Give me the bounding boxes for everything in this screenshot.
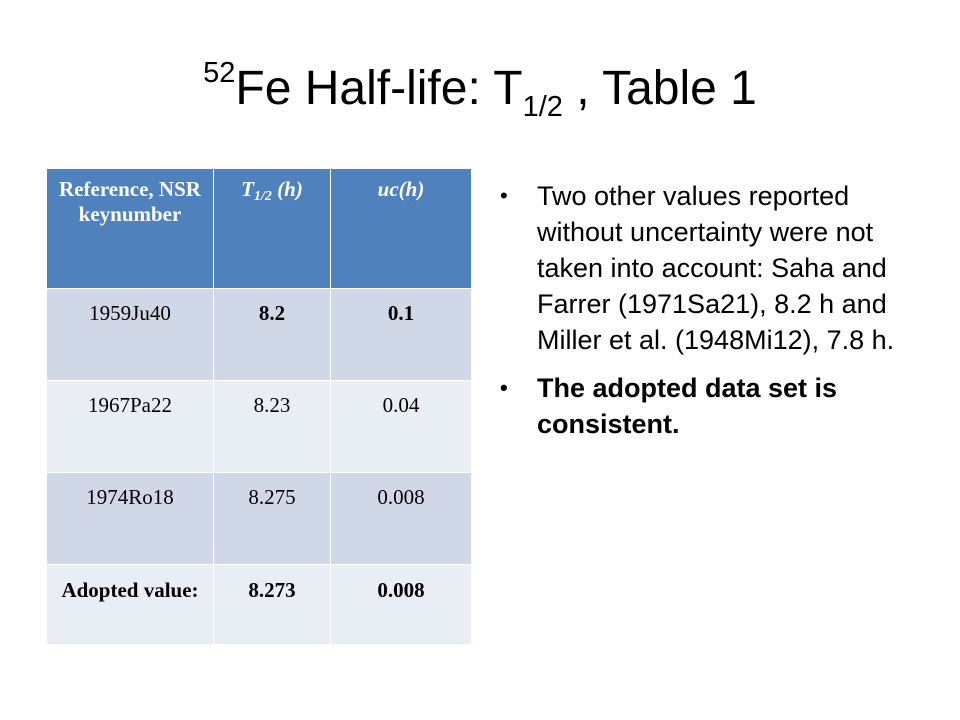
header-half-life: T1/2 (h) bbox=[213, 168, 331, 289]
table-header-row: Reference, NSR keynumber T1/2 (h) uc(h) bbox=[46, 168, 472, 289]
bullet-icon: • bbox=[500, 183, 508, 208]
cell-uncertainty: 0.1 bbox=[330, 288, 472, 381]
half-life-table: Reference, NSR keynumber T1/2 (h) uc(h) … bbox=[46, 168, 472, 645]
header-uncertainty: uc(h) bbox=[330, 168, 472, 289]
header-reference: Reference, NSR keynumber bbox=[46, 168, 214, 289]
table-row-adopted: Adopted value: 8.273 0.008 bbox=[46, 564, 472, 645]
title-text-end: , Table 1 bbox=[562, 62, 757, 115]
cell-reference: 1967Pa22 bbox=[46, 380, 214, 473]
cell-reference: 1974Ro18 bbox=[46, 472, 214, 565]
cell-reference: 1959Ju40 bbox=[46, 288, 214, 381]
bullet-text: Two other values reported without uncert… bbox=[537, 181, 895, 355]
table-row: 1967Pa22 8.23 0.04 bbox=[46, 380, 472, 473]
bullet-item: • The adopted data set is consistent. bbox=[495, 370, 935, 442]
cell-half-life: 8.2 bbox=[213, 288, 331, 381]
bullet-icon: • bbox=[500, 375, 508, 400]
cell-half-life: 8.273 bbox=[213, 564, 331, 645]
title-subscript: 1/2 bbox=[522, 91, 563, 123]
table-row: 1959Ju40 8.2 0.1 bbox=[46, 288, 472, 381]
bullet-text: The adopted data set is consistent. bbox=[537, 373, 838, 439]
cell-reference: Adopted value: bbox=[46, 564, 214, 645]
cell-uncertainty: 0.008 bbox=[330, 564, 472, 645]
table-row: 1974Ro18 8.275 0.008 bbox=[46, 472, 472, 565]
cell-half-life: 8.275 bbox=[213, 472, 331, 565]
cell-uncertainty: 0.04 bbox=[330, 380, 472, 473]
cell-uncertainty: 0.008 bbox=[330, 472, 472, 565]
cell-half-life: 8.23 bbox=[213, 380, 331, 473]
header-half-life-unit: (h) bbox=[271, 177, 303, 201]
title-text-main: Fe Half-life: T bbox=[235, 62, 523, 115]
slide-title: 52Fe Half-life: T1/2 , Table 1 bbox=[0, 57, 960, 124]
bullet-list: • Two other values reported without uncer… bbox=[495, 178, 935, 454]
header-half-life-symbol: T bbox=[241, 177, 254, 201]
bullet-item: • Two other values reported without uncer… bbox=[495, 178, 935, 358]
title-mass-number: 52 bbox=[203, 57, 236, 89]
header-half-life-subscript: 1/2 bbox=[254, 189, 272, 204]
